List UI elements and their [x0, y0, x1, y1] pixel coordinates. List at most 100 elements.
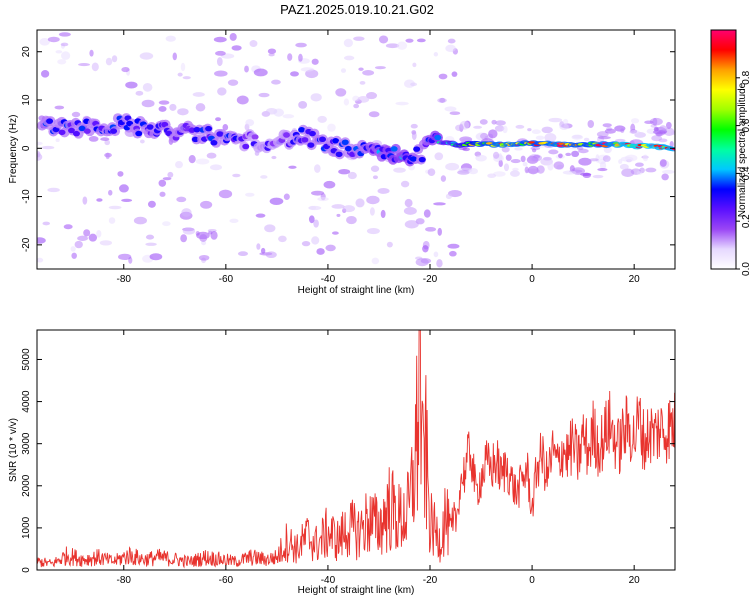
spectrum-ridge-blob [283, 132, 291, 138]
spectrum-noise-blob [404, 198, 413, 208]
colorbar-ticks: 0.0 0.2 0.4 0.6 0.8 [736, 70, 750, 276]
spectrum-noise-blob [78, 62, 91, 67]
spectrum-noise-blob [492, 151, 500, 159]
y-tick-label: 20 [21, 46, 32, 58]
spectrum-noise-blob [661, 173, 669, 181]
spectrum-noise-blob [176, 196, 187, 203]
spectrum-ridge-blob [191, 136, 199, 143]
spectrum-noise-blob [480, 132, 489, 140]
spectrum-noise-blob [386, 241, 393, 248]
x-tick-label: -80 [117, 274, 132, 285]
spectrum-noise-blob [91, 62, 99, 72]
spectrum-noise-blob [353, 103, 360, 109]
x-tick-label: 0 [529, 575, 535, 586]
y-tick-label: 0 [21, 567, 32, 573]
spectrum-noise-blob [377, 188, 390, 194]
spectrum-noise-blob [195, 158, 210, 165]
spectrum-noise-blob [55, 50, 63, 54]
spectrum-noise-blob [165, 35, 176, 42]
spectrum-noise-blob [100, 137, 110, 141]
spectrum-noise-blob [308, 215, 315, 224]
spectrum-ridge-blob [301, 137, 309, 143]
spectrum-noise-blob [88, 136, 99, 142]
spectrum-noise-blob [644, 120, 654, 124]
y-tick-label: 5000 [21, 348, 32, 371]
spectrum-noise-blob [346, 215, 357, 225]
spectrum-noise-blob [493, 171, 506, 177]
spectrum-ridge-blob [242, 143, 250, 150]
spectrum-ridge-blob [341, 139, 349, 145]
spectrum-noise-blob [602, 155, 611, 162]
spectrum-noise-blob [338, 168, 351, 175]
spectrum-noise-blob [614, 138, 626, 143]
spectrum-noise-blob [455, 124, 464, 132]
spectrum-ridge-blob [390, 146, 398, 152]
spectrum-noise-blob [353, 36, 365, 41]
spectrum-ridge-blob [528, 141, 536, 144]
x-tick-label: -20 [423, 575, 438, 586]
spectrum-noise-blob [403, 207, 417, 215]
spectrum-noise-blob [311, 190, 325, 196]
spectrum-noise-blob [206, 152, 217, 159]
spectrum-noise-blob [498, 153, 503, 162]
spectrum-noise-blob [198, 254, 210, 261]
spectrum-noise-blob [340, 68, 347, 73]
spectrum-noise-blob [231, 45, 242, 51]
spectrum-noise-blob [210, 230, 218, 240]
spectrum-noise-blob [253, 68, 268, 77]
spectrum-ridge-blob [335, 151, 343, 158]
spectrum-noise-blob [619, 163, 629, 170]
spectrum-noise-blob [372, 175, 378, 180]
spectrum-noise-blob [125, 81, 138, 89]
spectrum-noise-blob [316, 248, 325, 255]
spectrum-noise-blob [604, 128, 616, 134]
spectrum-noise-blob [645, 167, 657, 173]
spectrum-noise-blob [358, 67, 364, 71]
spectrum-noise-blob [343, 98, 350, 106]
spectrum-noise-blob [192, 92, 205, 97]
spectrum-noise-blob [287, 53, 293, 61]
spectrum-ridge-blob [193, 126, 201, 133]
spectrum-noise-blob [147, 200, 156, 208]
spectrogram-x-ticks: -80 -60 -40 -20 0 20 [117, 30, 640, 285]
spectrum-noise-blob [436, 259, 443, 268]
spectrum-ridge-blob [135, 130, 143, 137]
spectrum-noise-blob [222, 124, 229, 131]
spectrum-noise-blob [158, 105, 167, 112]
spectrum-noise-blob [366, 195, 380, 205]
spectrum-noise-blob [502, 125, 508, 134]
spectrum-noise-blob [199, 234, 208, 242]
spectrum-noise-blob [41, 70, 50, 78]
snr-panel: -80 -60 -40 -20 0 20 0 1000 2000 3000 4000 5000 He… [8, 329, 676, 596]
spectrum-noise-blob [57, 59, 67, 65]
spectrum-noise-blob [449, 250, 457, 257]
spectrum-noise-blob [216, 57, 223, 67]
spectrum-noise-blob [512, 167, 519, 172]
spectrum-noise-blob [256, 243, 261, 250]
spectrum-noise-blob [167, 171, 174, 178]
spectrum-ridge-blob [344, 145, 352, 152]
x-tick-label: -40 [321, 575, 336, 586]
snr-marks [37, 330, 675, 569]
spectrum-noise-blob [445, 193, 452, 200]
spectrum-noise-blob [301, 241, 311, 247]
spectrum-noise-blob [119, 184, 129, 193]
spectrum-noise-blob [343, 38, 353, 48]
colorbar-label: Normalized spectral amplitude [737, 82, 748, 217]
spectrum-noise-blob [357, 96, 370, 103]
spectrum-noise-blob [553, 161, 565, 170]
spectrum-noise-blob [236, 95, 249, 105]
spectrum-noise-blob [440, 175, 447, 182]
spectrum-noise-blob [54, 105, 65, 110]
spectrum-noise-blob [479, 119, 488, 125]
spectrum-noise-blob [447, 38, 456, 44]
spectrum-noise-blob [105, 57, 113, 66]
spectrum-noise-blob [494, 125, 505, 132]
spectrum-noise-blob [642, 154, 649, 162]
x-tick-label: -40 [321, 274, 336, 285]
spectrum-noise-blob [37, 153, 43, 161]
spectrum-noise-blob [366, 92, 378, 100]
spectrum-noise-blob [558, 153, 563, 159]
spectrum-noise-blob [265, 251, 277, 259]
spectrum-noise-blob [571, 134, 584, 140]
